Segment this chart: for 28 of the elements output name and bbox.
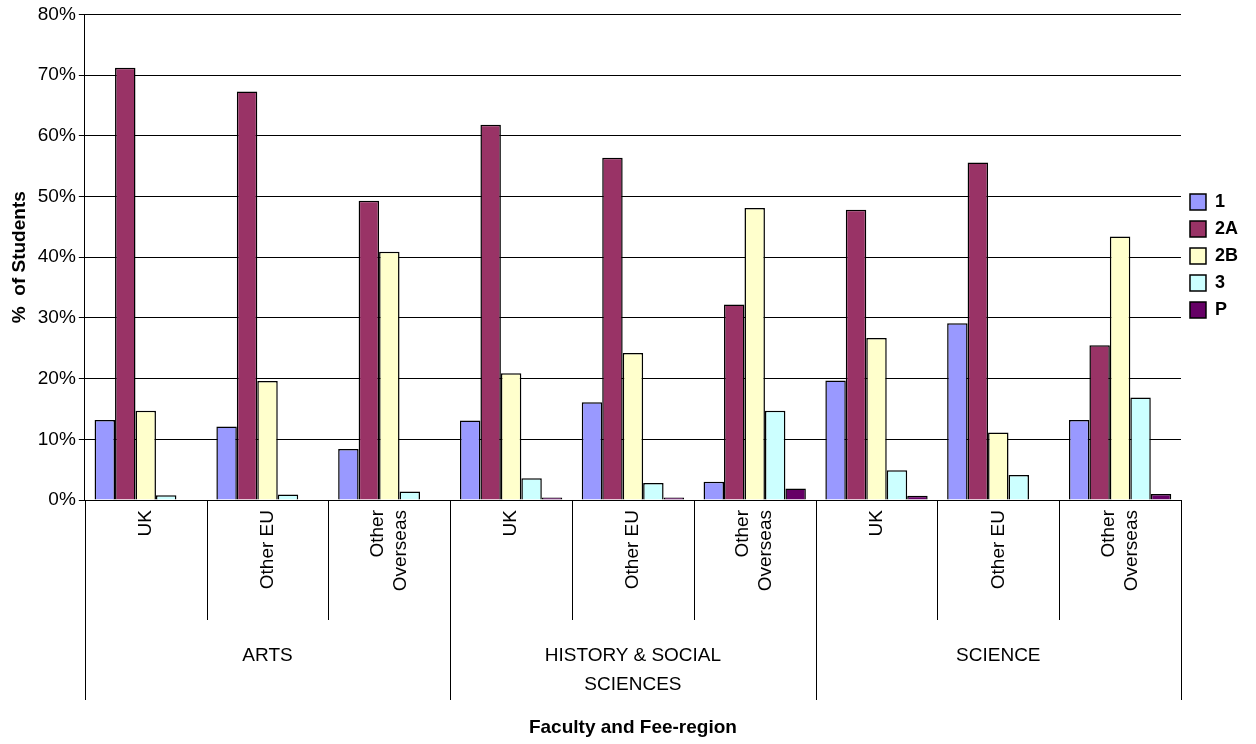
- legend-label: P: [1214, 298, 1228, 319]
- y-tick-label: 20%: [37, 366, 76, 388]
- text: ARTS: [242, 644, 293, 666]
- x-tick-label: Other Overseas: [731, 509, 776, 592]
- legend-label: 2A: [1214, 217, 1239, 238]
- x-tick-label: Other EU: [255, 510, 277, 590]
- text: SCIENCE: [956, 644, 1041, 666]
- x-tick-label: UK: [133, 509, 155, 537]
- x-tick-label: Other EU: [986, 510, 1008, 590]
- x-tick-label: Other EU: [621, 510, 643, 590]
- y-tick-label: 70%: [37, 63, 76, 85]
- x-tick-label: Other Overseas: [1096, 509, 1141, 592]
- y-tick-label: 40%: [37, 245, 76, 267]
- text: HISTORY & SOCIAL SCIENCES: [544, 644, 722, 695]
- legend-label: 3: [1214, 271, 1226, 292]
- legend-label: 2B: [1214, 244, 1239, 265]
- y-tick-label: 60%: [37, 124, 76, 146]
- x-tick-label: UK: [499, 509, 521, 537]
- y-tick-label: 80%: [37, 2, 76, 24]
- y-tick-label: 50%: [37, 184, 76, 206]
- y-axis-title: % of Students: [7, 191, 29, 324]
- y-tick-label: 0%: [48, 488, 76, 510]
- x-tick-label: Other Overseas: [366, 509, 411, 592]
- text: Faculty and Fee-region: [528, 716, 737, 738]
- y-tick-label: 30%: [37, 306, 76, 328]
- legend-label: 1: [1214, 190, 1226, 211]
- y-tick-label: 10%: [37, 427, 76, 449]
- x-tick-label: UK: [864, 509, 886, 537]
